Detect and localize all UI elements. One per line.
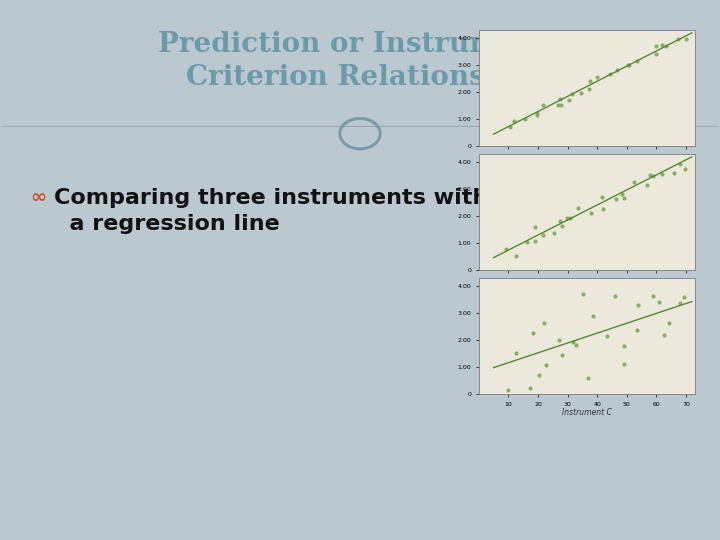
Point (672, 35, 684, 44)
Point (553, 335, 564, 344)
Point (564, 96, 575, 104)
Point (628, 178, 639, 186)
Point (527, 329, 539, 338)
Point (575, 89, 587, 98)
Point (585, 76, 596, 85)
Point (553, 101, 564, 110)
Point (572, 203, 584, 212)
Point (647, 172, 659, 180)
Point (601, 332, 613, 341)
Point (556, 351, 567, 360)
Point (529, 223, 541, 232)
Point (618, 193, 630, 202)
Point (657, 41, 668, 50)
Point (616, 190, 628, 198)
Point (500, 245, 512, 253)
Point (540, 361, 552, 370)
Point (502, 386, 513, 395)
Point (508, 116, 520, 125)
Point (609, 292, 621, 300)
Point (660, 42, 672, 51)
Point (597, 205, 608, 214)
Point (505, 123, 516, 131)
Point (524, 384, 536, 393)
Point (510, 252, 522, 260)
X-axis label: Instrument A: Instrument A (562, 155, 612, 164)
Point (570, 341, 582, 349)
Point (622, 61, 634, 70)
Text: Comparing three instruments with
  a regression line: Comparing three instruments with a regre… (54, 187, 488, 234)
Point (548, 228, 559, 237)
Point (585, 208, 597, 217)
Point (632, 301, 644, 310)
Point (604, 70, 616, 78)
Point (554, 217, 566, 226)
Text: Prediction or Instrument-
Criterion Relationship: Prediction or Instrument- Criterion Rela… (158, 31, 562, 91)
Point (653, 298, 665, 306)
Point (649, 42, 661, 51)
Point (618, 360, 629, 368)
Point (647, 292, 658, 300)
Point (521, 237, 533, 246)
Point (678, 293, 690, 301)
Point (656, 170, 667, 179)
Point (588, 312, 599, 320)
Point (679, 165, 690, 174)
X-axis label: Instrument C: Instrument C (562, 408, 612, 417)
X-axis label: Instrument B: Instrument B (562, 279, 612, 288)
Point (618, 342, 629, 350)
Point (668, 168, 680, 177)
Point (675, 160, 686, 168)
Point (538, 318, 549, 327)
Point (591, 72, 603, 81)
Point (561, 214, 572, 222)
Point (531, 109, 543, 118)
Point (583, 85, 595, 93)
Point (537, 231, 549, 240)
Point (642, 180, 653, 189)
Point (520, 114, 531, 123)
Point (596, 192, 608, 201)
Point (533, 371, 544, 380)
Point (557, 221, 568, 230)
Point (510, 348, 521, 357)
Point (531, 111, 543, 120)
Point (658, 330, 670, 339)
Point (577, 289, 589, 298)
Point (556, 100, 567, 109)
Point (650, 49, 662, 58)
Point (554, 95, 566, 104)
Point (564, 213, 575, 222)
Point (582, 373, 594, 382)
Point (567, 338, 579, 347)
Point (537, 101, 549, 110)
Point (631, 57, 642, 65)
Point (624, 61, 635, 70)
Point (566, 90, 577, 98)
Point (631, 326, 642, 335)
Point (644, 171, 656, 180)
Point (675, 299, 686, 308)
Point (663, 319, 675, 328)
Point (530, 237, 541, 245)
Point (680, 35, 692, 43)
Text: ∞: ∞ (30, 187, 47, 207)
Point (611, 66, 623, 75)
Point (610, 195, 621, 204)
